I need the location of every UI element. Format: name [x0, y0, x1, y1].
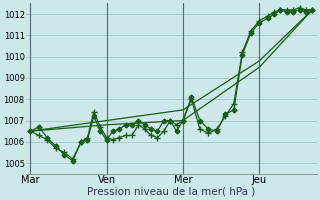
- X-axis label: Pression niveau de la mer( hPa ): Pression niveau de la mer( hPa ): [87, 187, 255, 197]
